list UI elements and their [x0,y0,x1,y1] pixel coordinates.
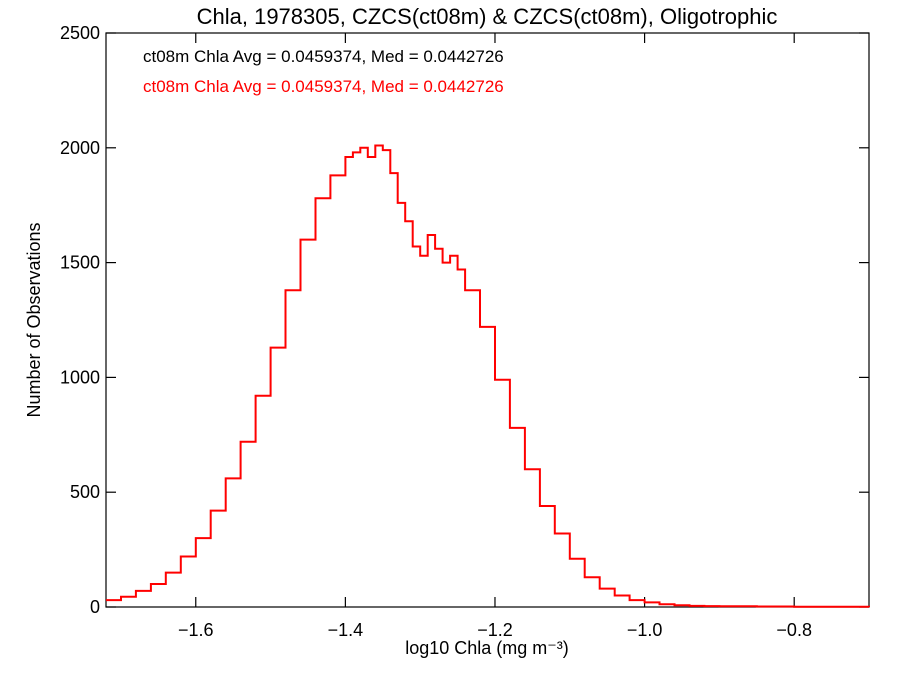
y-tick-label: 500 [70,482,100,502]
y-axis-label: Number of Observations [24,222,44,417]
chart-title: Chla, 1978305, CZCS(ct08m) & CZCS(ct08m)… [197,4,778,29]
x-tick-label: −0.8 [776,620,812,640]
y-tick-label: 0 [90,597,100,617]
legend-entry-black: ct08m Chla Avg = 0.0459374, Med = 0.0442… [143,47,504,66]
y-tick-label: 2000 [60,138,100,158]
histogram-series-line [106,144,870,608]
y-tick-label: 2500 [60,23,100,43]
x-axis: −1.6 −1.4 −1.2 −1.0 −0.8 [178,33,812,640]
x-axis-label: log10 Chla (mg m⁻³) [405,638,569,658]
y-axis: 0 500 1000 1500 2000 2500 [60,23,869,617]
x-tick-label: −1.2 [477,620,513,640]
legend-entry-red: ct08m Chla Avg = 0.0459374, Med = 0.0442… [143,77,504,96]
series-layer [106,144,870,608]
x-tick-label: −1.0 [627,620,663,640]
y-tick-label: 1500 [60,253,100,273]
y-tick-label: 1000 [60,367,100,387]
x-tick-label: −1.4 [328,620,364,640]
x-tick-label: −1.6 [178,620,214,640]
plot-frame [105,32,870,608]
legend: ct08m Chla Avg = 0.0459374, Med = 0.0442… [143,47,504,96]
